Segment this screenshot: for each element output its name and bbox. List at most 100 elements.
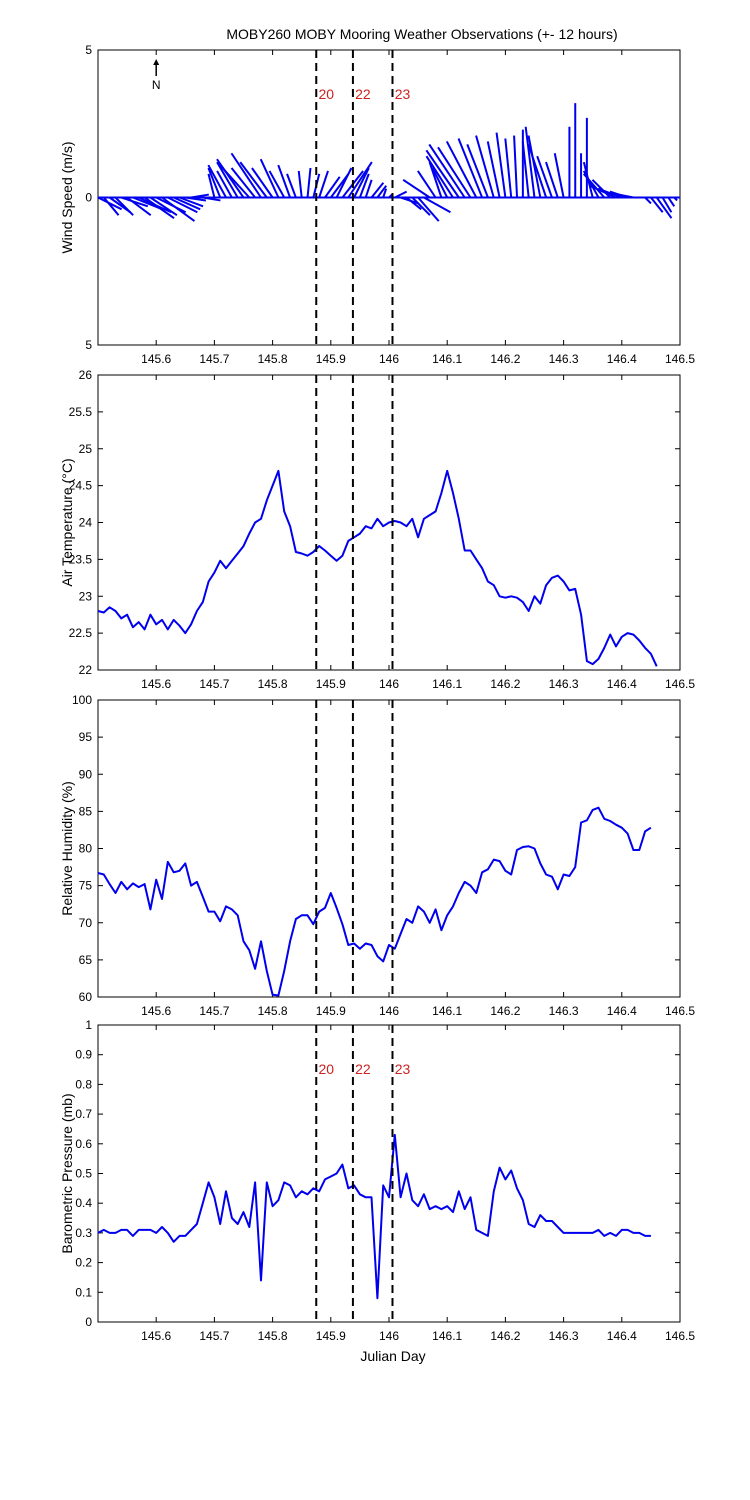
y-axis-title: Air Temperature (°C)	[59, 458, 75, 586]
wind-stick	[661, 196, 673, 213]
marker-label-22: 22	[355, 1061, 371, 1077]
plots-group: 145.6 145.7 145.8 145.9 146 146.1 146.2 146.3 14…	[59, 43, 695, 1343]
y-tick-label: 95	[79, 730, 93, 744]
wind-stick	[417, 196, 440, 222]
y-tick-label: 85	[79, 804, 93, 818]
x-tick-label: 146.2	[490, 352, 520, 366]
panel-1: 145.6 145.7 145.8 145.9 146 146.1 146.2 146.3 14…	[59, 43, 695, 366]
x-tick-label: 146.4	[607, 1329, 637, 1343]
x-tick-label: 146.1	[432, 1004, 462, 1018]
x-tick-label: 145.7	[199, 1329, 229, 1343]
x-tick-label: 146.5	[665, 1004, 695, 1018]
x-tick-label: 145.8	[258, 1004, 288, 1018]
y-tick-label: 0	[85, 191, 92, 205]
wind-stick	[202, 196, 221, 202]
wind-stick	[286, 173, 297, 198]
north-label: N	[152, 78, 161, 92]
marker-label-20: 20	[318, 86, 334, 102]
wind-stick	[394, 190, 408, 199]
wind-stick	[428, 143, 466, 199]
north-arrow-head-icon	[153, 59, 160, 65]
x-tick-label: 145.8	[258, 677, 288, 691]
wind-stick	[219, 164, 251, 199]
wind-stick	[423, 196, 451, 214]
data-series-line	[97, 469, 658, 667]
x-tick-label: 145.9	[316, 1004, 346, 1018]
x-tick-label: 146.4	[607, 1004, 637, 1018]
wind-stick	[457, 138, 484, 198]
x-tick-label: 145.9	[316, 1329, 346, 1343]
wind-stick	[207, 167, 222, 198]
wind-stick	[143, 196, 175, 219]
x-tick-label: 146.1	[432, 1329, 462, 1343]
wind-stick	[207, 164, 227, 198]
wind-stick	[216, 170, 233, 198]
y-tick-label: 70	[79, 916, 93, 930]
wind-stick	[251, 167, 274, 199]
y-tick-label: 0.4	[75, 1196, 92, 1210]
x-tick-label: 146	[379, 677, 399, 691]
wind-stick	[376, 185, 388, 199]
wind-stick	[161, 196, 196, 222]
wind-stick	[650, 196, 664, 213]
wind-stick	[103, 196, 120, 216]
x-tick-label: 145.9	[316, 677, 346, 691]
y-tick-label: 25.5	[69, 405, 93, 419]
x-tick-label: 146.2	[490, 1329, 520, 1343]
x-tick-label: 145.7	[199, 1004, 229, 1018]
wind-stick	[259, 158, 280, 198]
wind-stick	[521, 141, 530, 198]
data-series-line	[97, 1133, 651, 1300]
plot-frame	[97, 1024, 681, 1323]
marker-label-23: 23	[395, 86, 411, 102]
x-tick-label: 146.5	[665, 1329, 695, 1343]
y-tick-label: 1	[85, 1018, 92, 1032]
x-tick-label: 146.4	[607, 352, 637, 366]
x-tick-label: 145.6	[141, 1329, 171, 1343]
x-tick-label: 145.6	[141, 677, 171, 691]
wind-stick	[553, 153, 565, 198]
x-tick-label: 145.6	[141, 1004, 171, 1018]
plot-frame	[97, 699, 681, 998]
wind-stick	[185, 196, 207, 202]
wind-stick	[402, 178, 431, 199]
x-tick-label: 145.8	[258, 1329, 288, 1343]
y-tick-label: 0.9	[75, 1048, 92, 1062]
wind-stick	[230, 167, 256, 199]
wind-stick	[597, 187, 623, 199]
wind-stick	[207, 173, 216, 198]
wind-stick	[190, 193, 209, 199]
wind-stick	[239, 161, 268, 199]
x-tick-label: 145.7	[199, 677, 229, 691]
x-tick-label: 146.3	[549, 352, 579, 366]
panel-3: 145.6 145.7 145.8 145.9 146 146.1 146.2 146.3 14…	[59, 693, 695, 1018]
wind-stick	[370, 182, 385, 199]
marker-label-23: 23	[395, 1061, 411, 1077]
y-axis-title: Wind Speed (m/s)	[59, 141, 75, 253]
y-tick-label: 0.8	[75, 1077, 92, 1091]
wind-stick	[425, 149, 460, 199]
y-tick-label: 60	[79, 990, 93, 1004]
wind-stick	[425, 155, 454, 199]
wind-stick	[667, 196, 676, 207]
wind-stick	[411, 196, 431, 216]
wind-stick	[495, 132, 507, 198]
wind-stick	[437, 146, 472, 199]
marker-label-20: 20	[318, 1061, 334, 1077]
wind-stick	[216, 161, 239, 199]
y-tick-label: 5	[85, 43, 92, 57]
x-tick-label: 146.5	[665, 352, 695, 366]
wind-stick	[466, 144, 489, 198]
x-tick-label: 146	[379, 1004, 399, 1018]
wind-stick	[475, 135, 495, 198]
y-tick-label: 5	[85, 338, 92, 352]
wind-stick	[306, 167, 312, 198]
wind-stick	[545, 161, 559, 198]
wind-stick	[230, 152, 262, 199]
y-tick-label: 0	[85, 1315, 92, 1329]
wind-stick	[297, 170, 303, 198]
x-tick-label: 145.6	[141, 352, 171, 366]
wind-stick	[504, 138, 513, 198]
wind-stick	[114, 196, 134, 216]
